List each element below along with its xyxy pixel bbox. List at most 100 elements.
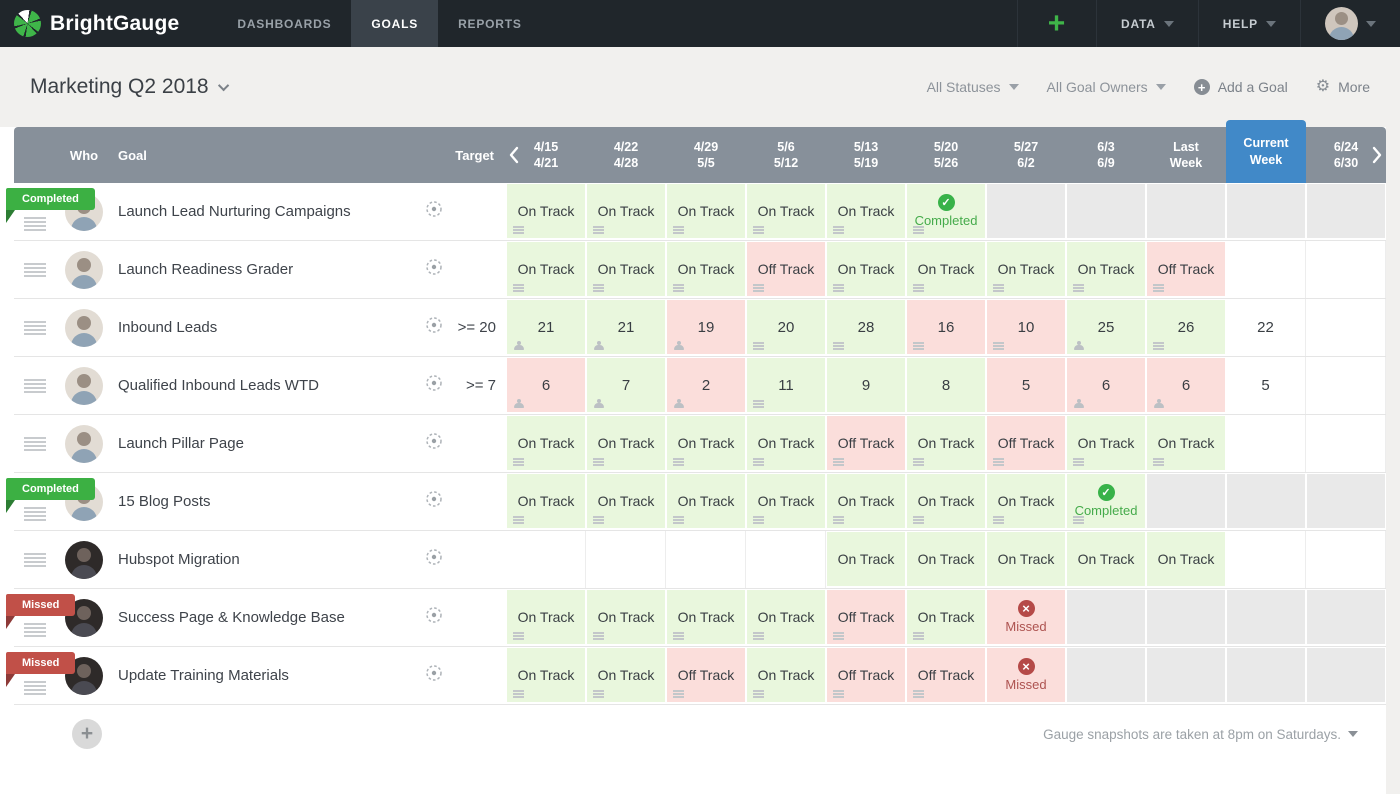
on-track-cell[interactable]: On Track — [907, 532, 985, 586]
on-track-cell[interactable]: On Track — [667, 590, 745, 644]
off-track-cell[interactable]: Off Track — [827, 648, 905, 702]
target-icon[interactable] — [425, 258, 443, 281]
on-track-cell[interactable]: On Track — [507, 590, 585, 644]
quick-add-button[interactable] — [1016, 0, 1096, 47]
on-track-cell[interactable]: On Track — [747, 590, 825, 644]
on-track-cell[interactable]: On Track — [587, 184, 665, 238]
brand[interactable]: BrightGauge — [0, 0, 193, 47]
metric-value-cell[interactable]: 6 — [1147, 358, 1225, 412]
off-track-cell[interactable]: Off Track — [827, 416, 905, 470]
metric-value-cell[interactable]: 11 — [747, 358, 825, 412]
drag-handle-icon[interactable] — [24, 320, 46, 335]
on-track-cell[interactable]: On Track — [507, 242, 585, 296]
owner-filter-dropdown[interactable]: All Goal Owners — [1047, 79, 1166, 95]
on-track-cell[interactable]: On Track — [1147, 532, 1225, 586]
on-track-cell[interactable]: On Track — [587, 242, 665, 296]
data-menu[interactable]: DATA — [1096, 0, 1198, 47]
on-track-cell[interactable]: On Track — [907, 474, 985, 528]
tab-reports[interactable]: REPORTS — [458, 16, 522, 31]
off-track-cell[interactable]: Off Track — [827, 590, 905, 644]
metric-value-cell[interactable]: 5 — [987, 358, 1065, 412]
on-track-cell[interactable]: On Track — [827, 242, 905, 296]
on-track-cell[interactable]: On Track — [667, 242, 745, 296]
week-column-header-current[interactable]: Current Week — [1226, 120, 1306, 183]
goal-name[interactable]: Success Page & Knowledge Base — [118, 609, 345, 626]
on-track-cell[interactable]: On Track — [987, 532, 1065, 586]
on-track-cell[interactable]: On Track — [747, 474, 825, 528]
drag-handle-icon[interactable] — [24, 552, 46, 567]
target-icon[interactable] — [425, 548, 443, 571]
on-track-cell[interactable]: On Track — [907, 416, 985, 470]
on-track-cell[interactable]: On Track — [827, 184, 905, 238]
board-title-dropdown[interactable]: Marketing Q2 2018 — [30, 75, 229, 99]
user-menu[interactable] — [1300, 0, 1400, 47]
missed-cell[interactable]: Missed — [987, 648, 1065, 702]
chevron-right-icon[interactable] — [1371, 127, 1383, 183]
on-track-cell[interactable]: On Track — [827, 532, 905, 586]
add-goal-button[interactable]: Add a Goal — [1193, 79, 1288, 95]
drag-handle-icon[interactable] — [24, 262, 46, 277]
chevron-left-icon[interactable] — [508, 127, 520, 183]
off-track-cell[interactable]: Off Track — [987, 416, 1065, 470]
metric-value-cell[interactable]: 22 — [1226, 299, 1305, 356]
target-icon[interactable] — [425, 200, 443, 223]
on-track-cell[interactable]: On Track — [507, 474, 585, 528]
on-track-cell[interactable]: On Track — [667, 416, 745, 470]
on-track-cell[interactable]: On Track — [907, 242, 985, 296]
help-menu[interactable]: HELP — [1197, 0, 1300, 47]
target-icon[interactable] — [425, 374, 443, 397]
on-track-cell[interactable]: On Track — [587, 474, 665, 528]
more-button[interactable]: More — [1316, 79, 1370, 95]
metric-value-cell[interactable]: 7 — [587, 358, 665, 412]
completed-cell[interactable]: Completed — [907, 184, 985, 238]
metric-value-cell[interactable]: 21 — [507, 300, 585, 354]
metric-value-cell[interactable]: 28 — [827, 300, 905, 354]
metric-value-cell[interactable]: 8 — [907, 358, 985, 412]
on-track-cell[interactable]: On Track — [507, 416, 585, 470]
off-track-cell[interactable]: Off Track — [907, 648, 985, 702]
on-track-cell[interactable]: On Track — [827, 474, 905, 528]
tab-dashboards[interactable]: DASHBOARDS — [237, 16, 332, 31]
on-track-cell[interactable]: On Track — [1147, 416, 1225, 470]
target-icon[interactable] — [425, 490, 443, 513]
metric-value-cell[interactable]: 16 — [907, 300, 985, 354]
off-track-cell[interactable]: Off Track — [667, 648, 745, 702]
tab-goals[interactable]: GOALS — [351, 0, 439, 47]
metric-value-cell[interactable]: 9 — [827, 358, 905, 412]
on-track-cell[interactable]: On Track — [587, 648, 665, 702]
drag-handle-icon[interactable] — [24, 436, 46, 451]
on-track-cell[interactable]: On Track — [1067, 532, 1145, 586]
drag-handle-icon[interactable] — [24, 506, 46, 521]
on-track-cell[interactable]: On Track — [987, 474, 1065, 528]
drag-handle-icon[interactable] — [24, 680, 46, 695]
goal-name[interactable]: 15 Blog Posts — [118, 493, 211, 510]
metric-value-cell[interactable]: 5 — [1226, 357, 1305, 414]
goal-name[interactable]: Launch Pillar Page — [118, 435, 244, 452]
on-track-cell[interactable]: On Track — [1067, 242, 1145, 296]
goal-name[interactable]: Inbound Leads — [118, 319, 218, 336]
metric-value-cell[interactable]: 26 — [1147, 300, 1225, 354]
goal-name[interactable]: Update Training Materials — [118, 667, 289, 684]
drag-handle-icon[interactable] — [24, 216, 46, 231]
status-filter-dropdown[interactable]: All Statuses — [927, 79, 1019, 95]
on-track-cell[interactable]: On Track — [507, 648, 585, 702]
target-icon[interactable] — [425, 606, 443, 629]
completed-cell[interactable]: Completed — [1067, 474, 1145, 528]
goal-name[interactable]: Launch Lead Nurturing Campaigns — [118, 203, 351, 220]
metric-value-cell[interactable]: 21 — [587, 300, 665, 354]
on-track-cell[interactable]: On Track — [747, 416, 825, 470]
add-goal-fab[interactable] — [72, 719, 102, 749]
metric-value-cell[interactable]: 2 — [667, 358, 745, 412]
on-track-cell[interactable]: On Track — [747, 648, 825, 702]
goal-name[interactable]: Hubspot Migration — [118, 551, 240, 568]
metric-value-cell[interactable]: 19 — [667, 300, 745, 354]
goal-name[interactable]: Launch Readiness Grader — [118, 261, 294, 278]
missed-cell[interactable]: Missed — [987, 590, 1065, 644]
on-track-cell[interactable]: On Track — [507, 184, 585, 238]
metric-value-cell[interactable]: 25 — [1067, 300, 1145, 354]
drag-handle-icon[interactable] — [24, 378, 46, 393]
on-track-cell[interactable]: On Track — [587, 416, 665, 470]
on-track-cell[interactable]: On Track — [907, 590, 985, 644]
metric-value-cell[interactable]: 10 — [987, 300, 1065, 354]
on-track-cell[interactable]: On Track — [667, 184, 745, 238]
